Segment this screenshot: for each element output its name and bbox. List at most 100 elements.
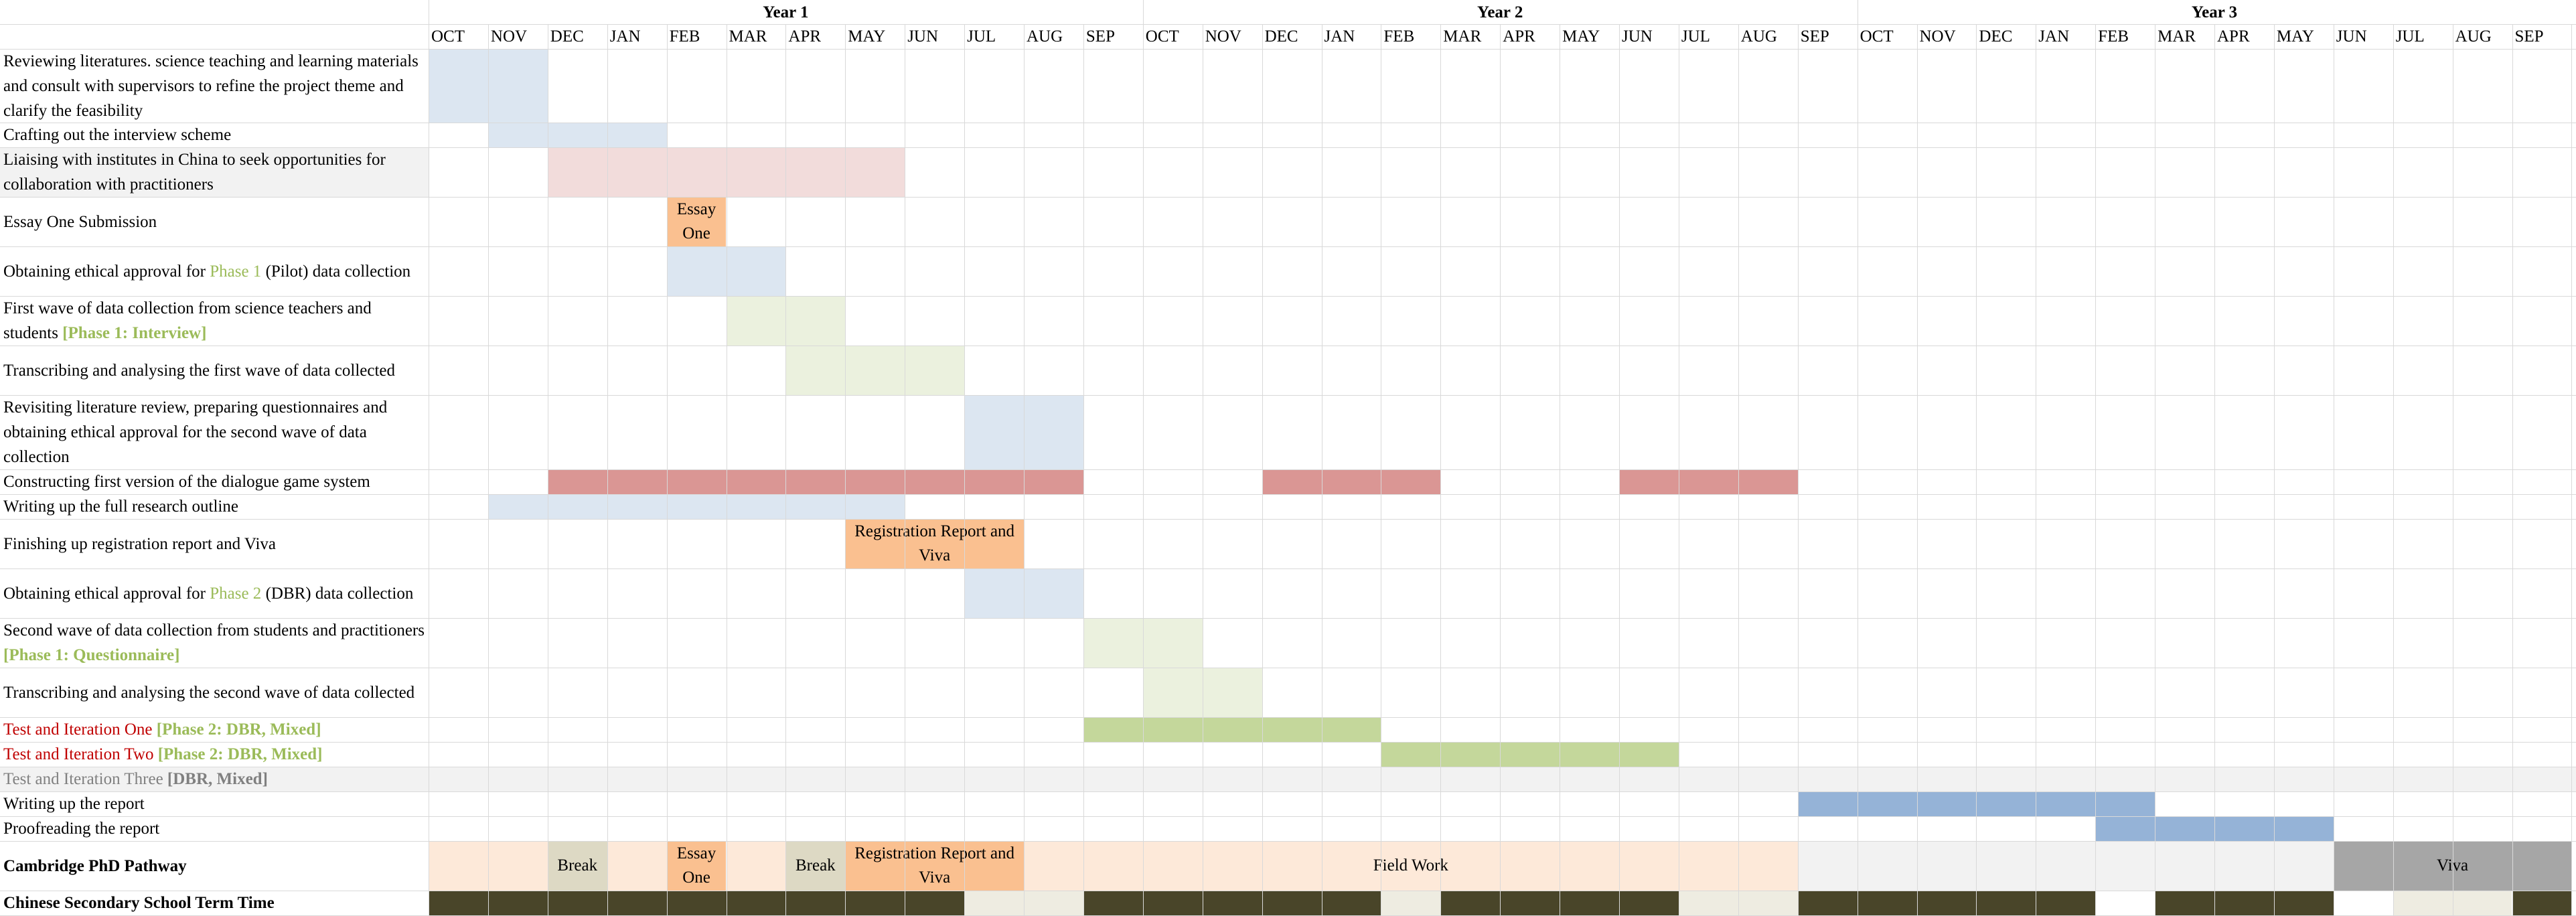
gantt-bar-labeled: [547, 841, 607, 891]
task-text-segment: Phase 1: [210, 262, 262, 281]
task-label: Transcribing and analysing the second wa…: [0, 668, 429, 717]
task-text: Revisiting literature review, preparing …: [3, 395, 427, 469]
grid-hline: [0, 816, 2576, 817]
gantt-bar: [1678, 891, 1798, 915]
grid-hline: [0, 791, 2576, 792]
grid-hline: [0, 296, 2576, 297]
gantt-bar: [1797, 891, 2096, 915]
month-header: SEP: [2514, 27, 2544, 46]
month-header: FEB: [1383, 27, 1415, 46]
gantt-bar: [1083, 891, 1381, 915]
task-text: Reviewing literatures. science teaching …: [3, 49, 427, 123]
bar-label: Field Work: [1373, 856, 1448, 874]
month-header: JUN: [1622, 27, 1653, 46]
month-header: AUG: [2455, 27, 2492, 46]
task-text-segment: Obtaining ethical approval for: [3, 584, 210, 603]
task-text-segment: First wave of data collection from scien…: [3, 299, 372, 342]
gantt-bar: [1619, 469, 1798, 494]
month-header: JAN: [2038, 27, 2070, 46]
month-header: MAY: [1562, 27, 1600, 46]
month-header: MAR: [729, 27, 767, 46]
task-text: Writing up the full research outline: [3, 494, 238, 519]
gantt-bar: [487, 494, 905, 519]
task-label: Transcribing and analysing the first wav…: [0, 346, 429, 395]
row-shade: [0, 147, 429, 197]
month-header: DEC: [1264, 27, 1298, 46]
task-label: Writing up the full research outline: [0, 494, 429, 519]
gantt-bar: [1797, 791, 2155, 816]
grid-hline: [0, 519, 2576, 520]
task-text: Second wave of data collection from stud…: [3, 618, 427, 668]
gantt-bar: [2512, 891, 2572, 915]
grid-hline: [0, 568, 2576, 569]
bar-label: Essay One: [676, 844, 716, 887]
task-text: First wave of data collection from scien…: [3, 296, 427, 346]
task-text-segment: (DBR) data collection: [261, 584, 414, 603]
task-label: Liaising with institutes in China to see…: [0, 147, 429, 197]
task-label: Crafting out the interview scheme: [0, 123, 429, 147]
task-text: Obtaining ethical approval for Phase 2 (…: [3, 581, 413, 606]
task-text-segment: [Phase 1: Interview]: [62, 324, 207, 342]
month-header: JUN: [907, 27, 939, 46]
task-text: Transcribing and analysing the first wav…: [3, 358, 395, 383]
bar-label: Break: [795, 856, 836, 874]
task-text-segment: Constructing first version of the dialog…: [3, 473, 370, 491]
task-text-segment: [Phase 2: DBR, Mixed]: [156, 720, 321, 739]
month-header: NOV: [1205, 27, 1241, 46]
task-label: Test and Iteration One [Phase 2: DBR, Mi…: [0, 717, 429, 742]
gantt-bar: [964, 568, 1083, 618]
gantt-bar: [1262, 469, 1441, 494]
row-shade: [0, 767, 2576, 791]
task-text: Essay One Submission: [3, 210, 157, 234]
year-header: Year 2: [1477, 3, 1523, 21]
gantt-bar: [666, 246, 786, 296]
month-header: NOV: [490, 27, 528, 46]
task-label: Chinese Secondary School Term Time: [0, 891, 429, 915]
grid-hline: [0, 618, 2576, 619]
gantt-bar: [1381, 742, 1679, 767]
gantt-bar: [726, 841, 786, 891]
grid-hline: [0, 469, 2576, 470]
task-label: Test and Iteration Three [DBR, Mixed]: [0, 767, 429, 791]
task-label: Obtaining ethical approval for Phase 1 (…: [0, 246, 429, 296]
gantt-bar: [1797, 841, 2334, 891]
month-header: FEB: [2098, 27, 2129, 46]
bar-label: Essay One: [676, 200, 716, 242]
task-text: Cambridge PhD Pathway: [3, 854, 187, 879]
grid-hline: [0, 841, 2576, 842]
month-header: APR: [788, 27, 822, 46]
gantt-bar: [964, 891, 1083, 915]
month-header: JUN: [2336, 27, 2367, 46]
bar-label: Registration Report and Viva: [854, 522, 1015, 564]
gantt-bar: [785, 346, 965, 395]
gantt-bar: [2155, 891, 2334, 915]
task-label: Revisiting literature review, preparing …: [0, 395, 429, 469]
task-text: Finishing up registration report and Viv…: [3, 532, 276, 556]
gantt-bar-labeled: [845, 519, 1024, 568]
task-text-segment: Transcribing and analysing the second wa…: [3, 683, 415, 702]
task-text: Crafting out the interview scheme: [3, 123, 231, 147]
year-divider: [1142, 0, 1144, 24]
year-header: Year 3: [2191, 3, 2238, 21]
task-text-segment: (Pilot) data collection: [261, 262, 411, 281]
task-label: Test and Iteration Two [Phase 2: DBR, Mi…: [0, 742, 429, 767]
task-label: Proofreading the report: [0, 816, 429, 841]
month-header: OCT: [431, 27, 465, 46]
month-header: JUL: [2395, 27, 2425, 46]
bar-label: Registration Report and Viva: [854, 844, 1015, 887]
task-text: Proofreading the report: [3, 816, 159, 841]
task-text: Transcribing and analysing the second wa…: [3, 680, 414, 705]
month-header: MAY: [2276, 27, 2314, 46]
task-text: Liaising with institutes in China to see…: [3, 147, 427, 197]
grid-hline: [0, 246, 2576, 247]
task-text-segment: Test and Iteration Three: [3, 770, 167, 788]
gantt-bar-labeled: [785, 841, 846, 891]
gantt-bar: [429, 891, 727, 915]
month-header: AUG: [1027, 27, 1063, 46]
gantt-bar: [487, 123, 667, 147]
month-header: OCT: [1860, 27, 1894, 46]
task-text-segment: Liaising with institutes in China to see…: [3, 151, 386, 194]
grid-hline: [0, 717, 2576, 718]
grid-hline: [0, 24, 2576, 25]
